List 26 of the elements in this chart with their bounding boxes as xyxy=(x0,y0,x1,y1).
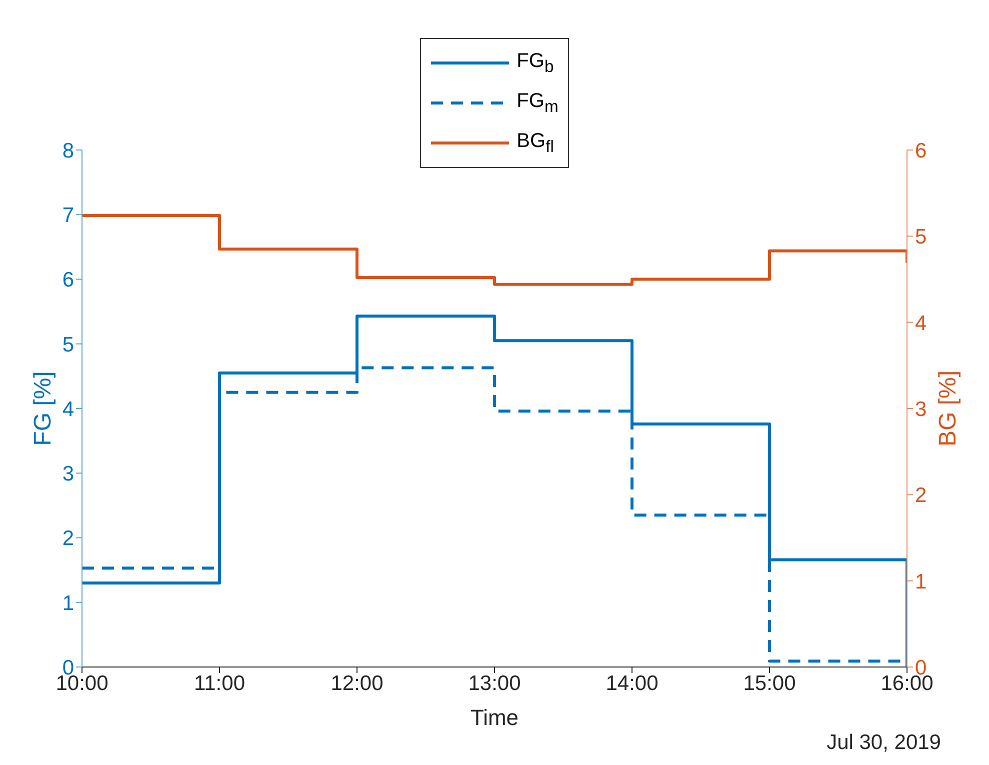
x-tick-label: 12:00 xyxy=(330,672,384,695)
y-tick-label: 3 xyxy=(62,462,74,486)
x-tick-label: 13:00 xyxy=(468,672,521,695)
legend-label: FG$_{m}$ xyxy=(516,90,558,116)
y2-tick-label: 2 xyxy=(915,484,927,508)
text: Jul 30, 2019 xyxy=(826,731,941,755)
x-axis-title: Time xyxy=(470,705,519,730)
y-tick-label: 6 xyxy=(62,268,74,292)
y2-tick-label: 6 xyxy=(915,139,927,162)
y-tick-label: 5 xyxy=(62,333,74,356)
x-tick-label: 11:00 xyxy=(194,672,245,695)
y-axis-title: FG [%] xyxy=(30,371,57,446)
x-tick-label: 15:00 xyxy=(743,672,796,695)
y-tick-label: 7 xyxy=(62,204,74,228)
y2-tick-label: 1 xyxy=(915,570,927,594)
y2-tick-label: 3 xyxy=(915,398,927,421)
y2-tick-label: 4 xyxy=(915,312,927,335)
legend-label: FG$_{b}$ xyxy=(516,50,554,76)
x-tick-label: 14:00 xyxy=(606,672,658,695)
y2-axis-title: BG [%] xyxy=(934,370,962,447)
y-tick-label: 4 xyxy=(62,398,74,421)
y2-tick-label: 5 xyxy=(915,226,927,249)
y-tick-label: 1 xyxy=(62,592,74,615)
legend-label: BG$_{fl}$ xyxy=(516,130,554,156)
y-tick-label: 8 xyxy=(62,139,74,162)
y-tick-label: 2 xyxy=(62,527,74,550)
